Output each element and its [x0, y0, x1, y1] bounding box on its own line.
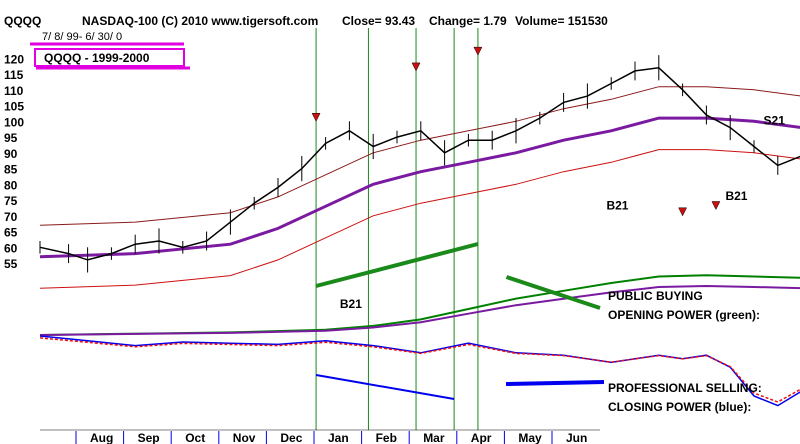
moving-average-line: [39, 116, 800, 259]
y-tick-label: 120: [4, 52, 24, 66]
signal-arrow: [411, 62, 421, 72]
opening-downtrend-line: [505, 275, 601, 310]
closing-power-panel: [39, 335, 800, 407]
closing-trendline: [315, 374, 455, 400]
opening-power-panel: [39, 242, 800, 336]
upper-band-line: [39, 86, 800, 226]
x-tick-label: Jan: [328, 431, 349, 444]
x-tick-label: Sep: [138, 431, 160, 444]
title-box-text: QQQQ - 1999-2000: [44, 51, 150, 65]
x-tick-label: Apr: [471, 431, 492, 444]
close-value: Close= 93.43: [342, 14, 415, 28]
title-box: [34, 48, 185, 67]
opening-trendline: [315, 242, 479, 288]
signal-arrow: [711, 201, 721, 211]
source-label: NASDAQ-100 (C) 2010 www.tigersoft.com: [82, 14, 318, 28]
opening-power-label-2: OPENING POWER (green):: [608, 308, 760, 322]
lower-band-line: [39, 149, 800, 289]
closing-power-label-1: PROFESSIONAL SELLING:: [608, 381, 762, 395]
y-tick-label: 105: [4, 100, 24, 114]
y-tick-label: 95: [4, 131, 18, 145]
x-tick-label: May: [518, 431, 542, 444]
price-panel: [39, 55, 800, 289]
signal-label: S21: [764, 113, 786, 127]
y-tick-label: 70: [4, 210, 18, 224]
opening-power-average-line: [39, 284, 800, 336]
y-tick-label: 100: [4, 115, 24, 129]
signal-labels: S21S21S21B21B21B21B21: [311, 46, 786, 311]
vertical-markers: [315, 28, 479, 430]
signal-label: B21: [340, 297, 362, 311]
y-tick-label: 90: [4, 147, 18, 161]
x-tick-label: Mar: [423, 431, 445, 444]
y-tick-label: 60: [4, 241, 18, 255]
volume-value: Volume= 151530: [515, 14, 608, 28]
x-tick-label: Oct: [185, 431, 205, 444]
y-tick-label: 65: [4, 226, 18, 240]
x-tick-label: Nov: [233, 431, 256, 444]
y-tick-label: 115: [4, 68, 24, 82]
x-tick-label: Feb: [376, 431, 397, 444]
signal-arrow: [678, 207, 688, 217]
y-tick-label: 75: [4, 194, 18, 208]
opening-power-label-1: PUBLIC BUYING: [608, 289, 703, 303]
signal-arrow: [311, 113, 321, 122]
y-tick-label: 85: [4, 163, 18, 177]
closing-power-average-line: [39, 337, 800, 403]
x-axis: Aug Sep Oct Nov Dec Jan Feb Mar Apr May Jun: [40, 429, 600, 444]
change-value: Change= 1.79: [429, 14, 507, 28]
date-range: 7/ 8/ 99- 6/ 30/ 0: [42, 31, 122, 43]
y-tick-label: 55: [4, 257, 18, 271]
signal-arrow: [473, 46, 483, 56]
closing-power-label-2: CLOSING POWER (blue):: [608, 400, 751, 414]
y-tick-label: 110: [4, 84, 24, 98]
symbol-label: QQQQ: [4, 14, 41, 28]
price-line: [39, 67, 800, 261]
signal-label: B21: [606, 199, 628, 213]
x-tick-label: Jun: [566, 431, 587, 444]
x-tick-label: Aug: [90, 431, 113, 444]
closing-flat-line: [505, 380, 605, 386]
y-tick-label: 80: [4, 178, 18, 192]
closing-power-line: [39, 335, 800, 407]
signal-label: B21: [725, 189, 747, 203]
x-tick-label: Dec: [280, 431, 302, 444]
